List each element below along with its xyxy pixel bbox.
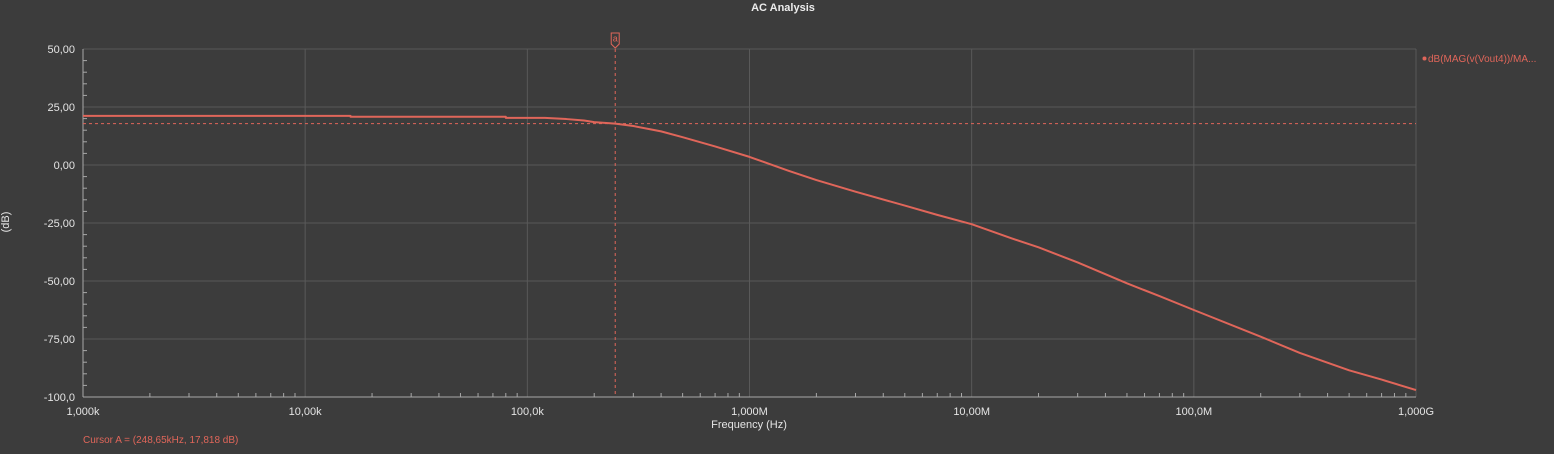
- cursor-flag-label: a: [613, 34, 618, 44]
- x-tick-label: 1,000M: [731, 406, 768, 418]
- tick-label-layer: 1,000k 10,00k 100,0k 1,000M 10,00M 100,0M 1,00…: [44, 44, 1434, 418]
- grid-layer: [82, 48, 1417, 398]
- x-tick-label: 10,00k: [289, 406, 323, 418]
- y-tick-label: 50,00: [47, 44, 75, 56]
- legend-label: dB(MAG(v(Vout4))/MA...: [1428, 54, 1536, 65]
- chart-title: AC Analysis: [751, 2, 815, 14]
- x-axis-title: Frequency (Hz): [711, 419, 787, 431]
- axis-layer: [82, 49, 1416, 398]
- cursor-layer[interactable]: a: [83, 32, 1416, 397]
- x-tick-label: 100,0M: [1175, 406, 1212, 418]
- legend-marker-icon: [1422, 56, 1427, 61]
- x-tick-label: 1,000G: [1398, 406, 1434, 418]
- x-tick-label: 10,00M: [953, 406, 990, 418]
- y-tick-label: 25,00: [47, 102, 75, 114]
- y-tick-label: -25,00: [44, 218, 75, 230]
- y-tick-label: -50,00: [44, 276, 75, 288]
- minor-tick-layer: [83, 60, 1407, 397]
- y-tick-label: -75,00: [44, 334, 75, 346]
- x-tick-label: 100,0k: [511, 406, 545, 418]
- y-axis-title: (dB): [0, 212, 12, 233]
- y-tick-label: -100,0: [44, 392, 75, 404]
- legend[interactable]: dB(MAG(v(Vout4))/MA...: [1422, 54, 1537, 65]
- cursor-flag-icon: [610, 32, 620, 49]
- cursor-readout: Cursor A = (248,65kHz, 17,818 dB): [83, 435, 238, 446]
- series-layer: [83, 114, 1417, 391]
- y-tick-label: 0,00: [54, 160, 75, 172]
- x-tick-label: 1,000k: [66, 406, 100, 418]
- series-trace: [83, 114, 1417, 391]
